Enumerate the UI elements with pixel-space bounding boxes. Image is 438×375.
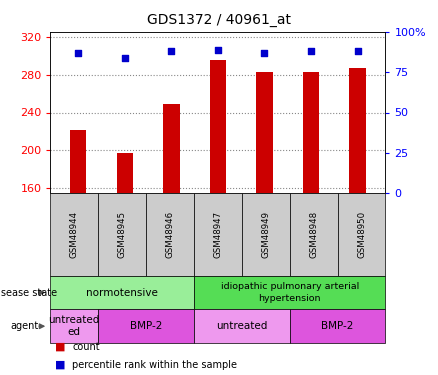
Point xyxy=(121,55,128,61)
Text: GSM48945: GSM48945 xyxy=(118,211,127,258)
Text: disease state: disease state xyxy=(0,288,57,297)
Bar xyxy=(70,130,86,193)
Bar xyxy=(210,60,226,193)
Text: untreated
ed: untreated ed xyxy=(49,315,100,337)
Text: agent: agent xyxy=(10,321,38,331)
Bar xyxy=(163,104,180,193)
Point xyxy=(307,48,314,54)
Text: idiopathic pulmonary arterial
hypertension: idiopathic pulmonary arterial hypertensi… xyxy=(221,282,359,303)
Text: ■: ■ xyxy=(55,360,65,370)
Bar xyxy=(350,68,366,193)
Text: ■: ■ xyxy=(55,342,65,352)
Point xyxy=(354,48,361,54)
Point xyxy=(75,50,82,56)
Point xyxy=(261,50,268,56)
Text: GSM48944: GSM48944 xyxy=(70,211,79,258)
Text: normotensive: normotensive xyxy=(86,288,158,297)
Text: GSM48947: GSM48947 xyxy=(213,211,223,258)
Bar xyxy=(303,72,319,193)
Text: untreated: untreated xyxy=(216,321,268,331)
Text: count: count xyxy=(72,342,100,352)
Text: BMP-2: BMP-2 xyxy=(321,321,354,331)
Bar xyxy=(256,72,272,193)
Text: GDS1372 / 40961_at: GDS1372 / 40961_at xyxy=(147,13,291,27)
Text: percentile rank within the sample: percentile rank within the sample xyxy=(72,360,237,370)
Point xyxy=(168,48,175,54)
Text: GSM48949: GSM48949 xyxy=(261,211,270,258)
Text: GSM48946: GSM48946 xyxy=(166,211,174,258)
Bar xyxy=(117,153,133,193)
Point xyxy=(214,46,221,53)
Text: GSM48950: GSM48950 xyxy=(357,211,366,258)
Text: BMP-2: BMP-2 xyxy=(130,321,162,331)
Text: GSM48948: GSM48948 xyxy=(309,211,318,258)
